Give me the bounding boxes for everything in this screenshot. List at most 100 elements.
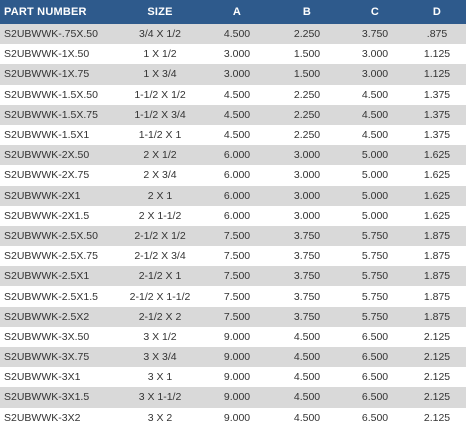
cell-a: 6.000 — [223, 169, 251, 182]
cell-a: 9.000 — [223, 351, 251, 364]
header-d: D — [432, 6, 442, 18]
cell-size: 1-1/2 X 1/2 — [134, 88, 186, 101]
cell-c: 6.500 — [361, 371, 389, 384]
cell-b: 2.250 — [293, 28, 321, 41]
cell-size: 1-1/2 X 3/4 — [134, 108, 186, 121]
header-a: A — [232, 6, 242, 18]
cell-b: 3.000 — [293, 189, 321, 202]
table-row: S2UBWWK-1X.75 1 X 3/4 3.000 1.500 3.000 1.125 — [0, 64, 466, 85]
cell-d: 1.375 — [423, 88, 451, 101]
cell-part-number: S2UBWWK-1.5X.75 — [4, 108, 98, 121]
cell-part-number: S2UBWWK-2X1 — [4, 189, 81, 202]
cell-c: 6.500 — [361, 351, 389, 364]
cell-d: 1.875 — [423, 229, 451, 242]
cell-c: 5.750 — [361, 270, 389, 283]
cell-b: 1.500 — [293, 48, 321, 61]
cell-size: 2-1/2 X 3/4 — [134, 250, 186, 263]
cell-size: 2-1/2 X 2 — [138, 310, 182, 323]
table-row: S2UBWWK-2.5X.50 2-1/2 X 1/2 7.500 3.750 5.75… — [0, 225, 466, 247]
cell-a: 4.500 — [223, 88, 251, 101]
cell-b: 2.250 — [293, 108, 321, 121]
cell-b: 3.750 — [293, 310, 321, 323]
cell-size: 2 X 1 — [147, 189, 173, 202]
cell-part-number: S2UBWWK-2X1.5 — [4, 209, 90, 222]
cell-size: 3 X 2 — [147, 411, 173, 424]
cell-c: 3.750 — [361, 28, 389, 41]
cell-d: 1.875 — [423, 310, 451, 323]
table-row: S2UBWWK-2.5X2 2-1/2 X 2 7.500 3.750 5.750 1.8… — [0, 306, 466, 327]
cell-size: 1 X 3/4 — [143, 68, 177, 81]
cell-part-number: S2UBWWK-1.5X.50 — [4, 88, 98, 101]
cell-part-number: S2UBWWK-.75X.50 — [4, 28, 98, 41]
cell-part-number: S2UBWWK-2.5X1.5 — [4, 290, 98, 303]
cell-c: 5.750 — [361, 229, 389, 242]
cell-b: 3.750 — [293, 250, 321, 263]
cell-a: 7.500 — [223, 290, 251, 303]
table-row: S2UBWWK-2.5X.75 2-1/2 X 3/4 7.500 3.750 5.75… — [0, 246, 466, 267]
cell-a: 7.500 — [223, 229, 251, 242]
cell-c: 6.500 — [361, 330, 389, 343]
cell-d: 1.875 — [423, 270, 451, 283]
cell-b: 4.500 — [293, 371, 321, 384]
cell-d: 1.625 — [423, 169, 451, 182]
cell-d: 1.875 — [423, 250, 451, 263]
cell-b: 1.500 — [293, 68, 321, 81]
cell-d: 2.125 — [423, 391, 451, 404]
cell-size: 1 X 1/2 — [143, 48, 177, 61]
cell-c: 5.750 — [361, 310, 389, 323]
table-row: S2UBWWK-2X.75 2 X 3/4 6.000 3.000 5.000 1.625 — [0, 165, 466, 186]
table-row: S2UBWWK-3X.75 3 X 3/4 9.000 4.500 6.500 2.125 — [0, 347, 466, 368]
cell-d: .875 — [426, 28, 448, 41]
table-header: PART NUMBER SIZE A B C D — [0, 0, 466, 24]
cell-size: 3/4 X 1/2 — [138, 28, 182, 41]
header-size: SIZE — [147, 6, 173, 18]
cell-b: 4.500 — [293, 391, 321, 404]
cell-size: 2 X 1/2 — [143, 149, 177, 162]
cell-c: 5.750 — [361, 290, 389, 303]
table-row: S2UBWWK-2X.50 2 X 1/2 6.000 3.000 5.000 1.625 — [0, 145, 466, 166]
table-row: S2UBWWK-1.5X1 1-1/2 X 1 4.500 2.250 4.500 1.3… — [0, 124, 466, 146]
cell-d: 1.625 — [423, 189, 451, 202]
cell-size: 2-1/2 X 1 — [138, 270, 182, 283]
cell-size: 2 X 3/4 — [143, 169, 177, 182]
cell-a: 9.000 — [223, 371, 251, 384]
cell-c: 3.000 — [361, 48, 389, 61]
table-row: S2UBWWK-3X1 3 X 1 9.000 4.500 6.500 2.125 — [0, 367, 466, 388]
table-row: S2UBWWK-.75X.50 3/4 X 1/2 4.500 2.250 3.750.… — [0, 24, 466, 45]
cell-size: 2-1/2 X 1/2 — [134, 229, 186, 242]
cell-c: 5.000 — [361, 169, 389, 182]
table-row: S2UBWWK-3X1.5 3 X 1-1/2 9.000 4.500 6.500 2.1… — [0, 387, 466, 408]
cell-d: 2.125 — [423, 330, 451, 343]
cell-c: 6.500 — [361, 391, 389, 404]
cell-part-number: S2UBWWK-2X.50 — [4, 149, 90, 162]
cell-d: 1.125 — [423, 48, 451, 61]
cell-a: 7.500 — [223, 270, 251, 283]
cell-a: 4.500 — [223, 108, 251, 121]
cell-b: 4.500 — [293, 330, 321, 343]
cell-c: 6.500 — [361, 411, 389, 424]
cell-d: 1.625 — [423, 209, 451, 222]
cell-d: 1.875 — [423, 290, 451, 303]
cell-d: 2.125 — [423, 411, 451, 424]
cell-d: 1.625 — [423, 149, 451, 162]
header-b: B — [302, 6, 312, 18]
table-row: S2UBWWK-1.5X.75 1-1/2 X 3/4 4.500 2.250 4.50… — [0, 104, 466, 125]
cell-part-number: S2UBWWK-3X2 — [4, 411, 81, 424]
cell-size: 1-1/2 X 1 — [138, 129, 182, 142]
cell-c: 4.500 — [361, 88, 389, 101]
cell-size: 3 X 1/2 — [143, 330, 177, 343]
cell-part-number: S2UBWWK-2.5X.75 — [4, 250, 98, 263]
cell-a: 6.000 — [223, 209, 251, 222]
cell-part-number: S2UBWWK-2X.75 — [4, 169, 90, 182]
cell-c: 5.000 — [361, 189, 389, 202]
cell-size: 3 X 1-1/2 — [138, 391, 182, 404]
cell-b: 3.750 — [293, 290, 321, 303]
cell-b: 3.000 — [293, 149, 321, 162]
cell-a: 9.000 — [223, 330, 251, 343]
cell-part-number: S2UBWWK-2.5X.50 — [4, 229, 98, 242]
cell-part-number: S2UBWWK-3X.75 — [4, 351, 90, 364]
cell-a: 6.000 — [223, 149, 251, 162]
cell-size: 3 X 1 — [147, 371, 173, 384]
cell-part-number: S2UBWWK-3X.50 — [4, 330, 90, 343]
